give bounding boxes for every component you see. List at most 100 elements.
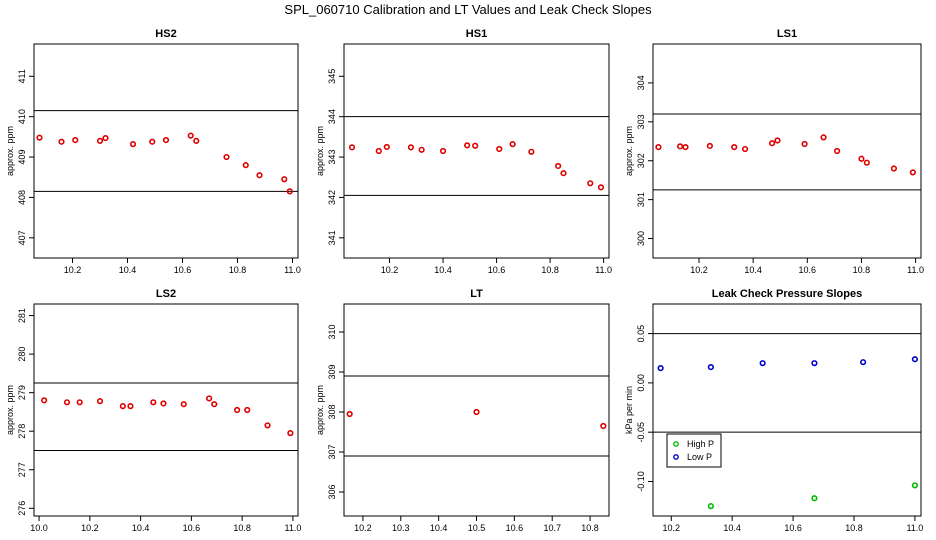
y-tick-label: 411 bbox=[17, 69, 27, 83]
x-tick-label: 11.0 bbox=[906, 523, 923, 533]
x-tick-label: 10.2 bbox=[64, 265, 82, 275]
y-tick-label: 309 bbox=[327, 364, 337, 379]
panel-6: Leak Check Pressure Slopes 10.2 10.4 10.6 10… bbox=[624, 288, 923, 533]
data-point bbox=[890, 165, 898, 172]
x-tick-label: 10.6 bbox=[488, 265, 506, 275]
data-point bbox=[63, 399, 71, 406]
y-tick-label: 301 bbox=[636, 192, 646, 207]
panel-5: LT 10.2 10.3 10.4 10.5 10.6 10.7 10.8 306 307 308 3… bbox=[315, 288, 610, 533]
x-tick-label: 10.6 bbox=[784, 523, 802, 533]
data-point bbox=[193, 137, 200, 145]
legend: High P Low P bbox=[666, 433, 722, 468]
x-tick-label: 10.4 bbox=[119, 265, 137, 275]
y-tick-label: 410 bbox=[17, 109, 27, 124]
x-tick-label: 10.8 bbox=[233, 523, 251, 533]
x-tick-label: 10.7 bbox=[543, 523, 561, 533]
x-tick-label: 10.8 bbox=[845, 523, 863, 533]
y-tick-label: 302 bbox=[636, 153, 646, 168]
x-tick-label: 10.8 bbox=[581, 523, 599, 533]
data-point bbox=[187, 132, 194, 139]
data-point bbox=[560, 170, 567, 177]
y-tick-label: 281 bbox=[17, 308, 27, 323]
data-point bbox=[811, 495, 818, 502]
data-point bbox=[731, 144, 738, 151]
legend-label: Low P bbox=[687, 452, 712, 462]
data-point bbox=[911, 482, 919, 489]
plot-frame bbox=[33, 303, 299, 517]
data-point bbox=[160, 400, 167, 407]
y-tick-label: 307 bbox=[327, 444, 337, 459]
y-tick-label: 278 bbox=[17, 424, 27, 439]
y-axis-label: approx. ppm bbox=[5, 126, 15, 176]
panel-title: LT bbox=[470, 288, 483, 300]
data-point bbox=[348, 144, 356, 151]
data-point bbox=[119, 403, 126, 410]
data-point bbox=[676, 143, 684, 150]
y-tick-label: 408 bbox=[17, 190, 27, 205]
x-tick-label: 10.3 bbox=[392, 523, 410, 533]
data-point bbox=[264, 422, 271, 429]
panel-title: HS2 bbox=[155, 28, 176, 40]
y-tick-label: -0.05 bbox=[636, 422, 646, 443]
y-tick-label: 409 bbox=[17, 150, 27, 165]
data-point bbox=[375, 147, 382, 155]
x-tick-label: 10.4 bbox=[434, 265, 452, 275]
y-tick-label: 277 bbox=[17, 462, 27, 477]
data-point bbox=[439, 147, 447, 155]
y-tick-label: 344 bbox=[327, 109, 337, 124]
panel-title: Leak Check Pressure Slopes bbox=[712, 288, 862, 300]
panel-title: LS2 bbox=[156, 288, 176, 300]
x-tick-label: 10.0 bbox=[30, 523, 48, 533]
y-tick-label: 343 bbox=[327, 150, 337, 165]
y-tick-label: -0.10 bbox=[636, 471, 646, 492]
data-point bbox=[774, 137, 781, 144]
data-point bbox=[206, 395, 213, 402]
y-tick-label: 276 bbox=[17, 501, 27, 516]
y-tick-label: 407 bbox=[17, 230, 27, 245]
plot-frame bbox=[33, 43, 299, 259]
data-point bbox=[129, 141, 137, 148]
data-point bbox=[102, 134, 109, 142]
data-point bbox=[707, 503, 714, 510]
data-point bbox=[863, 159, 870, 166]
data-point bbox=[769, 140, 776, 147]
x-tick-label: 10.6 bbox=[183, 523, 201, 533]
data-point bbox=[741, 145, 749, 153]
figure-title: SPL_060710 Calibration and LT Values and… bbox=[284, 2, 652, 17]
data-point bbox=[682, 144, 689, 151]
data-point bbox=[909, 169, 916, 176]
data-point bbox=[72, 136, 79, 144]
plot-frame bbox=[343, 43, 610, 259]
panel-1: HS2 10.2 10.4 10.6 10.8 11.0 407 408 409 410 411 ap… bbox=[5, 28, 301, 275]
data-point bbox=[286, 188, 293, 195]
data-point bbox=[383, 143, 390, 151]
panel-title: HS1 bbox=[466, 28, 487, 40]
legend-marker bbox=[673, 454, 679, 460]
data-point bbox=[759, 360, 766, 367]
data-point bbox=[600, 422, 607, 430]
data-point bbox=[858, 155, 865, 162]
data-point bbox=[820, 134, 827, 141]
x-tick-label: 10.2 bbox=[81, 523, 99, 533]
data-point bbox=[150, 399, 157, 406]
data-point bbox=[418, 146, 425, 153]
y-tick-label: 0.05 bbox=[636, 325, 646, 343]
data-point bbox=[833, 147, 841, 155]
x-tick-label: 10.6 bbox=[799, 265, 817, 275]
y-axis-label: approx. ppm bbox=[315, 126, 325, 176]
x-tick-label: 10.8 bbox=[229, 265, 247, 275]
y-tick-label: 341 bbox=[327, 230, 337, 245]
y-axis-label: kPa per min bbox=[624, 386, 634, 434]
x-tick-label: 10.2 bbox=[663, 523, 681, 533]
data-point bbox=[281, 176, 288, 183]
x-tick-label: 10.8 bbox=[853, 265, 871, 275]
legend-box bbox=[666, 433, 722, 468]
y-tick-label: 308 bbox=[327, 404, 337, 419]
x-tick-label: 10.6 bbox=[174, 265, 192, 275]
panel-title: LS1 bbox=[777, 28, 797, 40]
y-tick-label: 342 bbox=[327, 190, 337, 205]
data-point bbox=[149, 138, 156, 145]
y-tick-label: 304 bbox=[636, 75, 646, 90]
data-point bbox=[509, 141, 516, 148]
